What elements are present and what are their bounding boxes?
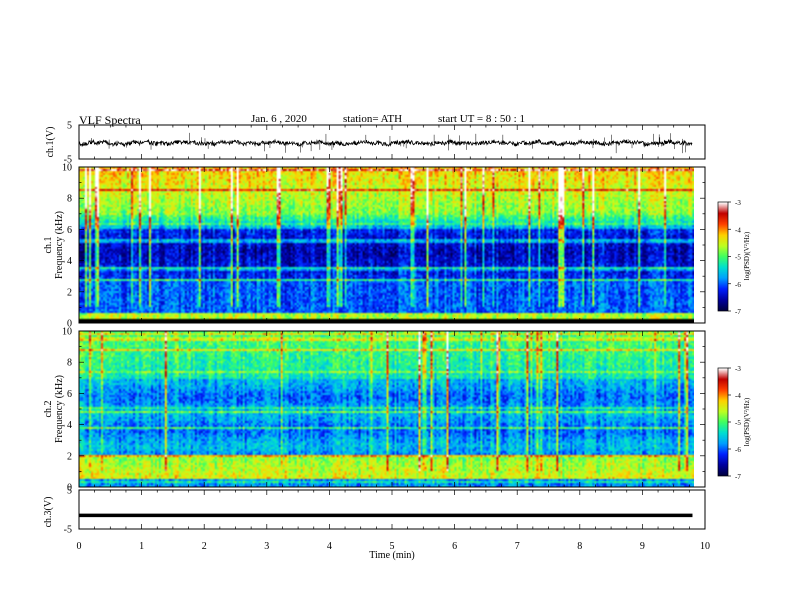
y-tick-label: 4 xyxy=(67,420,72,431)
start-time-label: start UT = 8 : 50 : 1 xyxy=(438,113,525,125)
y-tick-label: 0 xyxy=(67,483,72,494)
x-tick-label: 4 xyxy=(327,541,332,552)
ch1-colorbar: -7 -6 -5 -4 -3 xyxy=(717,199,741,316)
colorbar-tick-label: -7 xyxy=(735,473,741,481)
ch3-voltage-label: ch.3(V) xyxy=(43,497,54,528)
y-tick-label: 5 xyxy=(67,486,72,497)
ch1-voltage-label: ch.1(V) xyxy=(45,127,56,158)
x-tick-label: 1 xyxy=(139,541,144,552)
panel-frame-4 xyxy=(78,489,706,530)
ch1-channel-label: ch.1 xyxy=(43,237,54,254)
y-tick-label: 8 xyxy=(67,194,72,205)
x-tick-label: 0 xyxy=(77,541,82,552)
ch1-colorbar-image xyxy=(718,202,728,311)
ch1-spectrogram-panel xyxy=(79,167,694,323)
x-axis-label: Time (min) xyxy=(369,550,414,561)
ch2-colorbar-label: log(PSD)(V²/Hz) xyxy=(743,397,751,446)
ch1-colorbar-label: log(PSD)(V²/Hz) xyxy=(743,231,751,280)
ch1-frequency-label: Frequency (kHz) xyxy=(54,211,65,279)
ch2-frequency-label: Frequency (kHz) xyxy=(54,375,65,443)
y-tick-label: 5 xyxy=(67,121,72,132)
y-tick-label: 0 xyxy=(67,319,72,330)
y-tick-label: 10 xyxy=(62,163,72,174)
ch1-voltage-panel xyxy=(78,132,693,154)
colorbar-tick-label: -3 xyxy=(735,365,741,373)
x-tick-label: 7 xyxy=(515,541,520,552)
y-tick-label: 6 xyxy=(67,225,72,236)
y-tick-label: -5 xyxy=(64,525,72,536)
y-tick-label: 2 xyxy=(67,287,72,298)
y-tick-label: 4 xyxy=(67,256,72,267)
x-tick-label: 9 xyxy=(640,541,645,552)
colorbar-tick-label: -4 xyxy=(735,392,741,400)
date-label: Jan. 6 , 2020 xyxy=(251,113,307,125)
ch1-voltage-trace xyxy=(78,138,693,148)
x-tick-label: 3 xyxy=(264,541,269,552)
x-tick-label: 8 xyxy=(577,541,582,552)
colorbar-tick-label: -6 xyxy=(735,446,741,454)
y-tick-label: 8 xyxy=(67,358,72,369)
x-tick-label: 6 xyxy=(452,541,457,552)
ch1-spectrogram-image xyxy=(79,167,694,323)
colorbar-tick-label: -3 xyxy=(735,199,741,207)
colorbar-tick-label: -5 xyxy=(735,419,741,427)
ch2-spectrogram-image xyxy=(79,331,694,487)
ch2-colorbar-image xyxy=(718,368,728,476)
colorbar-tick-label: -5 xyxy=(735,254,741,262)
station-label: station= ATH xyxy=(343,113,403,125)
x-tick-label: 2 xyxy=(202,541,207,552)
ch2-channel-label: ch.2 xyxy=(43,401,54,418)
x-tick-label: 5 xyxy=(390,541,395,552)
y-tick-label: 2 xyxy=(67,451,72,462)
y-tick-label: 10 xyxy=(62,327,72,338)
ch2-spectrogram-panel xyxy=(79,331,694,487)
colorbar-tick-label: -6 xyxy=(735,281,741,289)
chart-title: VLF Spectra xyxy=(79,113,141,127)
y-tick-label: -5 xyxy=(64,155,72,166)
x-tick-label: 10 xyxy=(700,541,710,552)
colorbar-tick-label: -7 xyxy=(735,308,741,316)
ch2-colorbar: -7 -6 -5 -4 -3 xyxy=(717,365,741,481)
colorbar-tick-label: -4 xyxy=(735,226,741,234)
y-tick-label: 6 xyxy=(67,389,72,400)
